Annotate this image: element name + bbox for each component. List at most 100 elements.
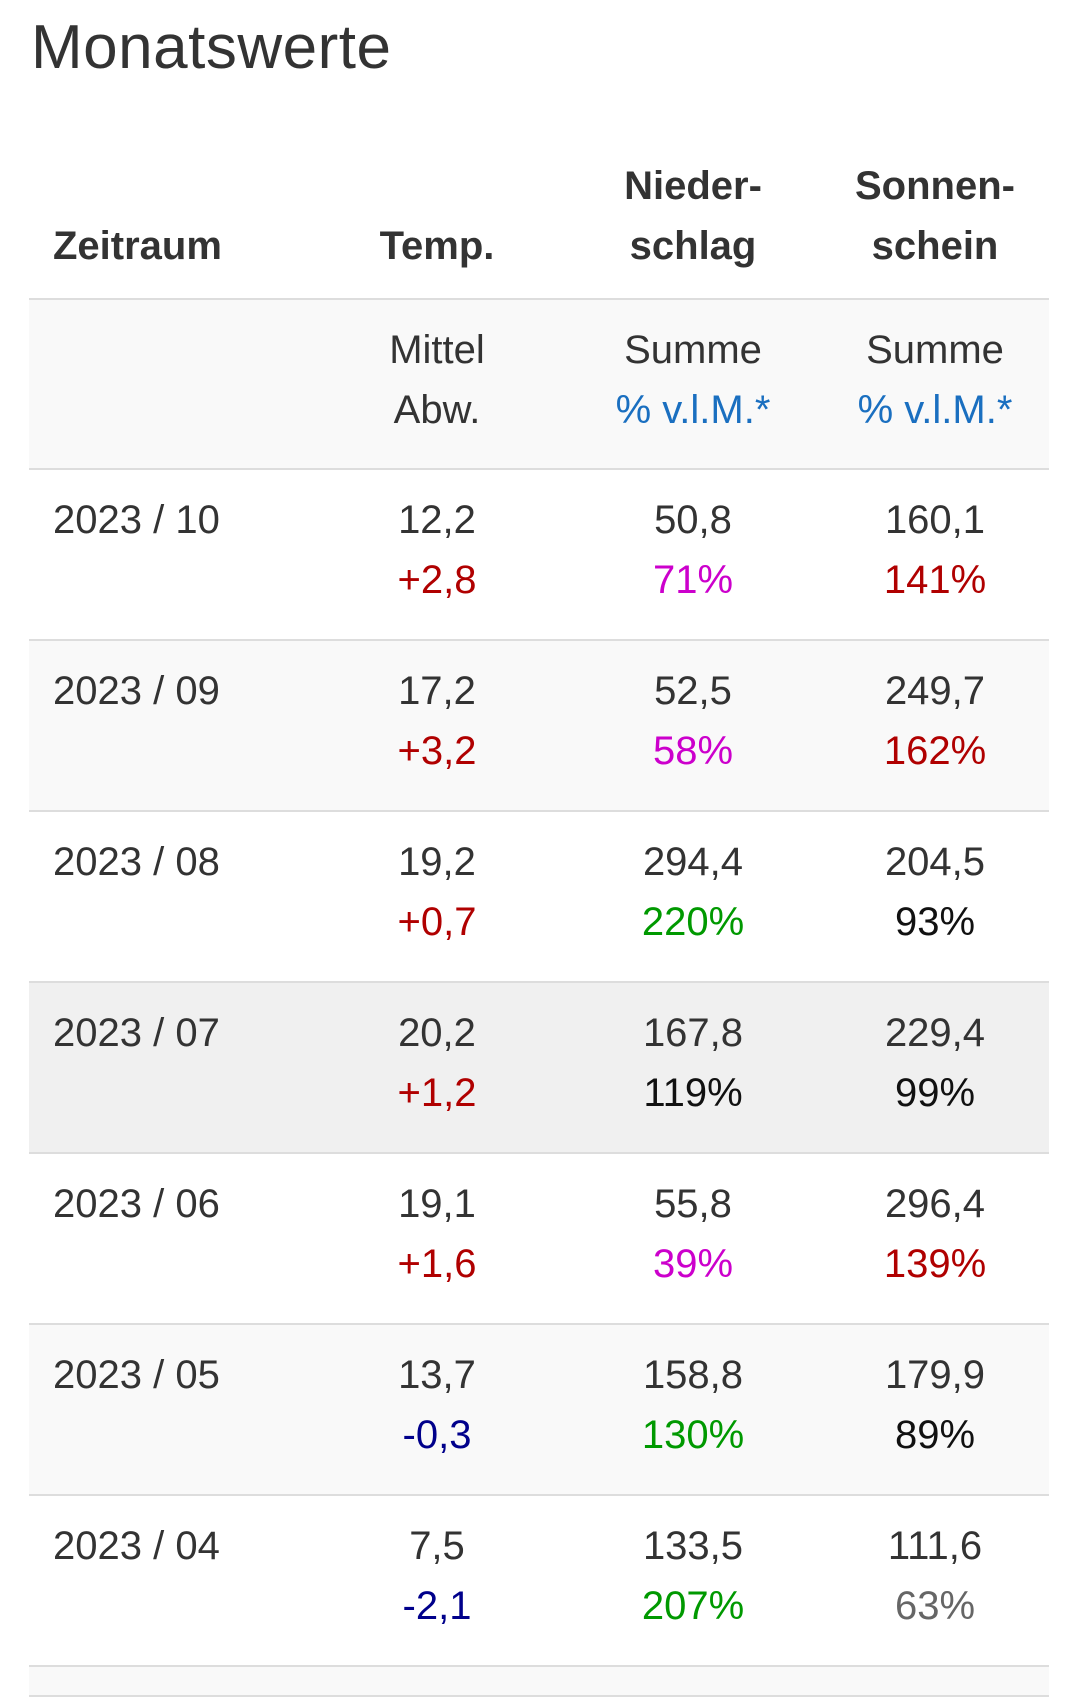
- period-value: 2023 / 07: [53, 1011, 220, 1055]
- period-value: 2023 / 04: [53, 1524, 220, 1568]
- sun-sum-value: 296,4: [884, 1182, 986, 1226]
- table-row: 2023 / 07 20,2 +1,2 167,8 119% 229,4 99%: [29, 983, 1049, 1154]
- precip-percent-value: 58%: [652, 729, 734, 773]
- subheader-empty: [29, 300, 309, 468]
- monthly-values-table: Zeitraum Temp. Nieder- schlag Sonnen- sc…: [29, 130, 1049, 1697]
- temp-mean-value: 12,2: [398, 498, 476, 542]
- precip-cell: 133,5 207%: [565, 1496, 821, 1665]
- period-cell: 2023 / 09: [29, 641, 309, 810]
- sun-cell: 179,9 89%: [821, 1325, 1049, 1494]
- temp-deviation-value: +1,6: [397, 1242, 477, 1286]
- temp-mean-value: 7,5: [409, 1524, 465, 1568]
- period-cell: 2023 / 07: [29, 983, 309, 1152]
- period-value: 2023 / 08: [53, 840, 220, 884]
- precip-percent-value: 39%: [652, 1242, 734, 1286]
- header-niederschlag: Nieder- schlag: [565, 130, 821, 298]
- sun-cell: 229,4 99%: [821, 983, 1049, 1152]
- subheader-niederschlag: Summe % v.l.M.*: [565, 300, 821, 468]
- precip-percent-value: 207%: [641, 1584, 745, 1628]
- temp-cell: 12,2 +2,8: [309, 470, 565, 639]
- temp-deviation-value: +3,2: [397, 729, 477, 773]
- sun-percent-value: 93%: [894, 900, 976, 944]
- subheader-niederschlag-summe: Summe: [624, 328, 762, 372]
- precip-sum-value: 294,4: [642, 840, 744, 884]
- sun-sum-value: 160,1: [884, 498, 986, 542]
- subheader-temp-abw: Abw.: [393, 388, 481, 432]
- header-niederschlag-line2: schlag: [629, 224, 757, 268]
- precip-cell: 294,4 220%: [565, 812, 821, 981]
- temp-deviation-value: +0,7: [397, 900, 477, 944]
- precip-cell: 52,5 58%: [565, 641, 821, 810]
- subheader-sonnenschein: Summe % v.l.M.*: [821, 300, 1049, 468]
- precip-sum-value: 158,8: [642, 1353, 744, 1397]
- temp-mean-value: 13,7: [398, 1353, 476, 1397]
- page-title: Monatswerte: [31, 13, 392, 82]
- period-cell: 2023 / 06: [29, 1154, 309, 1323]
- precip-cell: 158,8 130%: [565, 1325, 821, 1494]
- temp-mean-value: 19,2: [398, 840, 476, 884]
- sun-percent-value: 141%: [883, 558, 987, 602]
- header-temp-label: Temp.: [379, 224, 495, 268]
- temp-mean-value: 20,2: [398, 1011, 476, 1055]
- precip-percent-value: 119%: [643, 1071, 743, 1115]
- period-cell: 2023 / 04: [29, 1496, 309, 1665]
- header-sonnenschein-line2: schein: [871, 224, 999, 268]
- precip-sum-value: 133,5: [642, 1524, 744, 1568]
- temp-cell: 13,7 -0,3: [309, 1325, 565, 1494]
- sun-percent-value: 99%: [894, 1071, 976, 1115]
- temp-cell: 20,2 +1,2: [309, 983, 565, 1152]
- header-sonnenschein-line1: Sonnen-: [855, 164, 1015, 208]
- precip-percent-value: 71%: [652, 558, 734, 602]
- precip-sum-value: 50,8: [654, 498, 732, 542]
- table-row: 2023 / 06 19,1 +1,6 55,8 39% 296,4 139%: [29, 1154, 1049, 1325]
- precip-cell: 167,8 119%: [565, 983, 821, 1152]
- period-value: 2023 / 06: [53, 1182, 220, 1226]
- sun-sum-value: 111,6: [887, 1524, 983, 1568]
- sun-percent-value: 89%: [894, 1413, 976, 1457]
- sun-sum-value: 229,4: [884, 1011, 986, 1055]
- precip-percent-value: 220%: [641, 900, 745, 944]
- precip-cell: 50,8 71%: [565, 470, 821, 639]
- period-cell: 2023 / 10: [29, 470, 309, 639]
- temp-cell: 17,2 +3,2: [309, 641, 565, 810]
- table-row: 2023 / 05 13,7 -0,3 158,8 130% 179,9 89%: [29, 1325, 1049, 1496]
- temp-deviation-value: -2,1: [402, 1584, 472, 1628]
- sun-cell: 160,1 141%: [821, 470, 1049, 639]
- sun-cell: 204,5 93%: [821, 812, 1049, 981]
- period-cell: 2023 / 08: [29, 812, 309, 981]
- temp-deviation-value: +2,8: [397, 558, 477, 602]
- temp-mean-value: 19,1: [398, 1182, 476, 1226]
- subheader-temp: Mittel Abw.: [309, 300, 565, 468]
- period-value: 2023 / 05: [53, 1353, 220, 1397]
- sun-cell: 296,4 139%: [821, 1154, 1049, 1323]
- table-header-row: Zeitraum Temp. Nieder- schlag Sonnen- sc…: [29, 130, 1049, 300]
- temp-deviation-value: +1,2: [397, 1071, 477, 1115]
- subheader-temp-mittel: Mittel: [389, 328, 485, 372]
- table-row: 2023 / 08 19,2 +0,7 294,4 220% 204,5 93%: [29, 812, 1049, 983]
- header-niederschlag-line1: Nieder-: [624, 164, 762, 208]
- table-row-partial: [29, 1667, 1049, 1697]
- precip-percent-value: 130%: [641, 1413, 745, 1457]
- sun-sum-value: 204,5: [884, 840, 986, 884]
- sun-sum-value: 249,7: [884, 669, 986, 713]
- period-value: 2023 / 09: [53, 669, 220, 713]
- table-row: 2023 / 10 12,2 +2,8 50,8 71% 160,1 141%: [29, 470, 1049, 641]
- precip-sum-value: 167,8: [642, 1011, 744, 1055]
- temp-mean-value: 17,2: [398, 669, 476, 713]
- precip-cell: 55,8 39%: [565, 1154, 821, 1323]
- subheader-niederschlag-vlm-link[interactable]: % v.l.M.*: [615, 388, 771, 432]
- sun-percent-value: 63%: [894, 1584, 976, 1628]
- sun-percent-value: 139%: [883, 1242, 987, 1286]
- period-value: 2023 / 10: [53, 498, 220, 542]
- sun-cell: 249,7 162%: [821, 641, 1049, 810]
- temp-cell: 7,5 -2,1: [309, 1496, 565, 1665]
- period-cell: 2023 / 05: [29, 1325, 309, 1494]
- header-temp: Temp.: [309, 130, 565, 298]
- table-subheader-row: Mittel Abw. Summe % v.l.M.* Summe % v.l.…: [29, 300, 1049, 470]
- table-row: 2023 / 09 17,2 +3,2 52,5 58% 249,7 162%: [29, 641, 1049, 812]
- subheader-sonnenschein-summe: Summe: [866, 328, 1004, 372]
- precip-sum-value: 52,5: [654, 669, 732, 713]
- sun-sum-value: 179,9: [884, 1353, 986, 1397]
- header-zeitraum: Zeitraum: [29, 130, 309, 298]
- subheader-sonnenschein-vlm-link[interactable]: % v.l.M.*: [857, 388, 1013, 432]
